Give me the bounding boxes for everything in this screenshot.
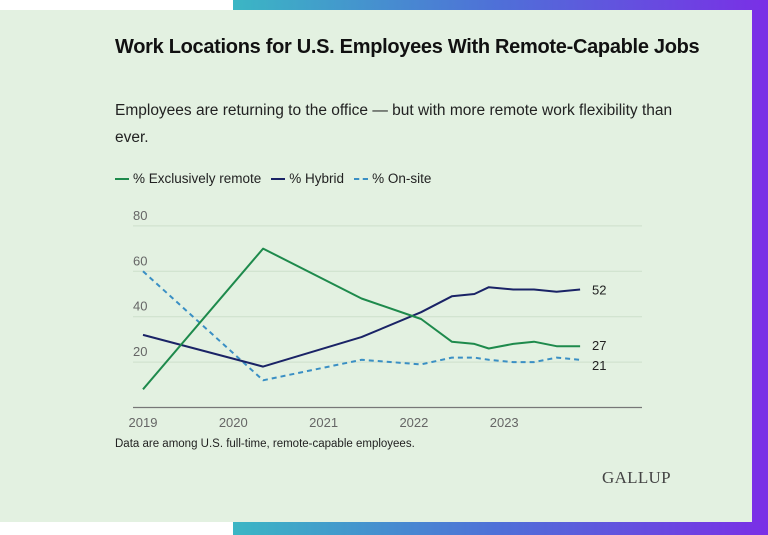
y-tick-label: 40 — [133, 299, 147, 314]
top-gradient-bar — [233, 0, 768, 10]
y-tick-label: 80 — [133, 208, 147, 223]
y-tick-label: 60 — [133, 253, 147, 268]
x-tick-label: 2022 — [399, 415, 428, 430]
legend-label: % Exclusively remote — [133, 171, 262, 186]
end-label: 21 — [592, 358, 606, 373]
legend-swatch — [115, 177, 129, 180]
x-tick-label: 2023 — [490, 415, 519, 430]
legend-item: % On-site — [354, 171, 431, 186]
legend-item: % Hybrid — [271, 171, 344, 186]
end-label: 27 — [592, 338, 606, 353]
legend-item: % Exclusively remote — [115, 171, 261, 186]
chart-title: Work Locations for U.S. Employees With R… — [115, 36, 700, 58]
legend-label: % On-site — [372, 171, 432, 186]
x-tick-label: 2021 — [309, 415, 338, 430]
footnote: Data are among U.S. full-time, remote-ca… — [115, 438, 415, 450]
series-line-on-site — [142, 270, 581, 382]
end-label: 52 — [592, 282, 606, 297]
chart-card — [0, 10, 752, 522]
legend: % Exclusively remote % Hybrid % On-site — [115, 171, 431, 186]
y-tick-label: 20 — [133, 344, 147, 359]
gallup-logo: GALLUP — [602, 468, 671, 487]
x-tick-label: 2019 — [129, 415, 158, 430]
legend-label: % Hybrid — [289, 171, 345, 186]
right-accent-bar — [752, 10, 768, 522]
legend-swatch — [271, 177, 286, 180]
series-line-exclusively-remote — [142, 247, 581, 390]
legend-swatch — [354, 177, 369, 180]
chart-subtitle: Employees are returning to the office — … — [115, 102, 673, 146]
series-line-hybrid — [142, 286, 581, 368]
x-tick-label: 2020 — [219, 415, 248, 430]
bottom-gradient-bar — [233, 522, 768, 535]
